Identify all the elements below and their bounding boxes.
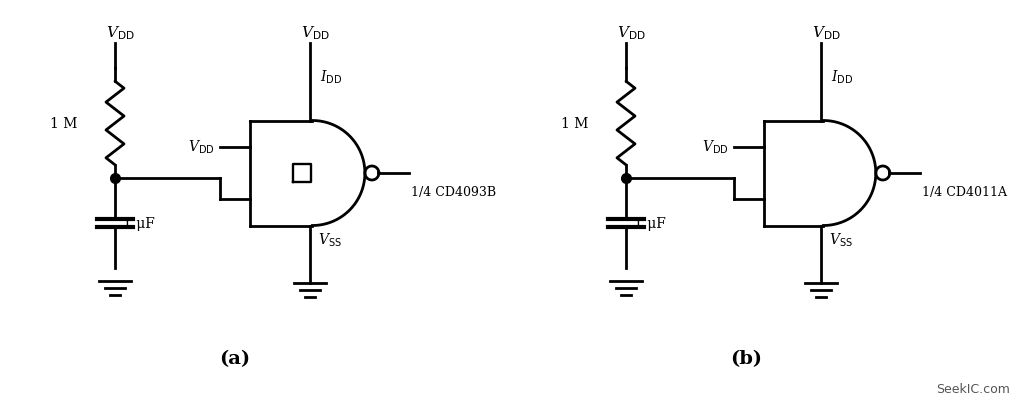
Text: V$_{\rm SS}$: V$_{\rm SS}$ <box>829 231 853 248</box>
Text: V$_{\rm DD}$: V$_{\rm DD}$ <box>188 139 215 156</box>
Text: (b): (b) <box>730 349 762 367</box>
Text: V$_{\rm DD}$: V$_{\rm DD}$ <box>616 24 646 42</box>
Text: 1 μF: 1 μF <box>634 216 666 230</box>
Text: V$_{\rm DD}$: V$_{\rm DD}$ <box>811 24 840 42</box>
Text: V$_{\rm DD}$: V$_{\rm DD}$ <box>105 24 135 42</box>
Text: I$_{\rm DD}$: I$_{\rm DD}$ <box>831 69 853 86</box>
Text: V$_{\rm DD}$: V$_{\rm DD}$ <box>300 24 329 42</box>
Text: 1 μF: 1 μF <box>123 216 155 230</box>
Text: 1/4 CD4011A: 1/4 CD4011A <box>922 185 1007 199</box>
Text: 1 M: 1 M <box>50 117 77 131</box>
Text: SeekIC.com: SeekIC.com <box>936 382 1010 395</box>
Text: V$_{\rm SS}$: V$_{\rm SS}$ <box>318 231 342 248</box>
Text: 1/4 CD4093B: 1/4 CD4093B <box>411 185 496 199</box>
Text: V$_{\rm DD}$: V$_{\rm DD}$ <box>702 139 729 156</box>
Text: (a): (a) <box>220 349 250 367</box>
Text: 1 M: 1 M <box>561 117 588 131</box>
Text: I$_{\rm DD}$: I$_{\rm DD}$ <box>320 69 342 86</box>
